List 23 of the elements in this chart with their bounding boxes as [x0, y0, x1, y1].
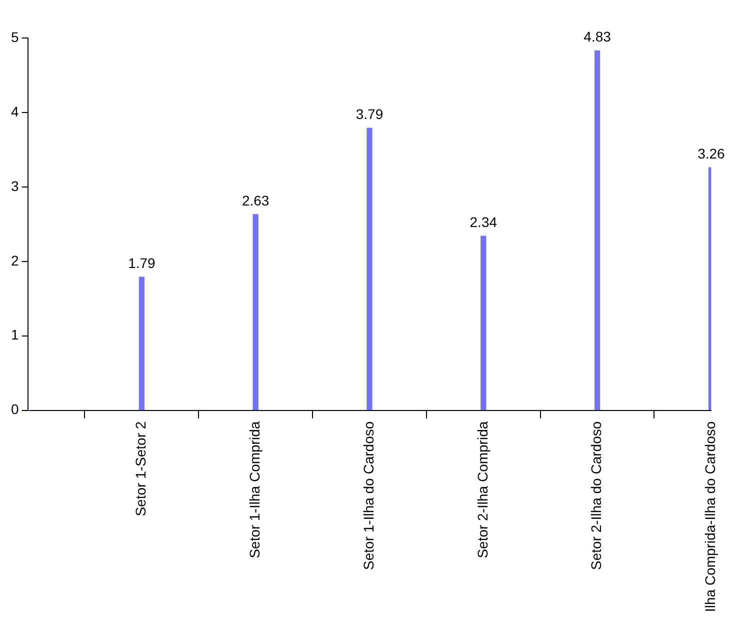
x-tick-label: Setor 1-Ilha Comprida	[246, 421, 262, 558]
bar	[366, 128, 372, 410]
y-tick-label: 1	[10, 326, 19, 343]
bar	[138, 276, 145, 410]
y-tick-label: 4	[10, 103, 19, 120]
y-tick-label: 5	[10, 28, 19, 45]
data-label: 1.79	[128, 254, 156, 271]
x-tick-label: Setor 1-Setor 2	[132, 421, 149, 516]
y-tick-label: 3	[10, 178, 19, 194]
bar	[252, 214, 258, 410]
bar	[594, 50, 600, 410]
x-tick-label: Setor 2-Ilha do Cardoso	[588, 421, 604, 570]
x-tick-label: Setor 2-Ilha Comprida	[474, 421, 490, 558]
data-label: 3.79	[356, 106, 384, 122]
data-label: 2.34	[470, 214, 498, 230]
y-tick-label: 2	[10, 252, 19, 268]
data-label: 4.83	[584, 28, 612, 45]
y-tick-label: 0	[10, 401, 19, 418]
data-label: 3.26	[698, 145, 726, 162]
x-tick-label: Ilha Comprida-Ilha do Cardoso	[702, 421, 718, 612]
x-tick-label: Setor 1-Ilha do Cardoso	[360, 421, 376, 570]
bar	[480, 236, 486, 410]
data-label: 2.63	[242, 192, 270, 208]
